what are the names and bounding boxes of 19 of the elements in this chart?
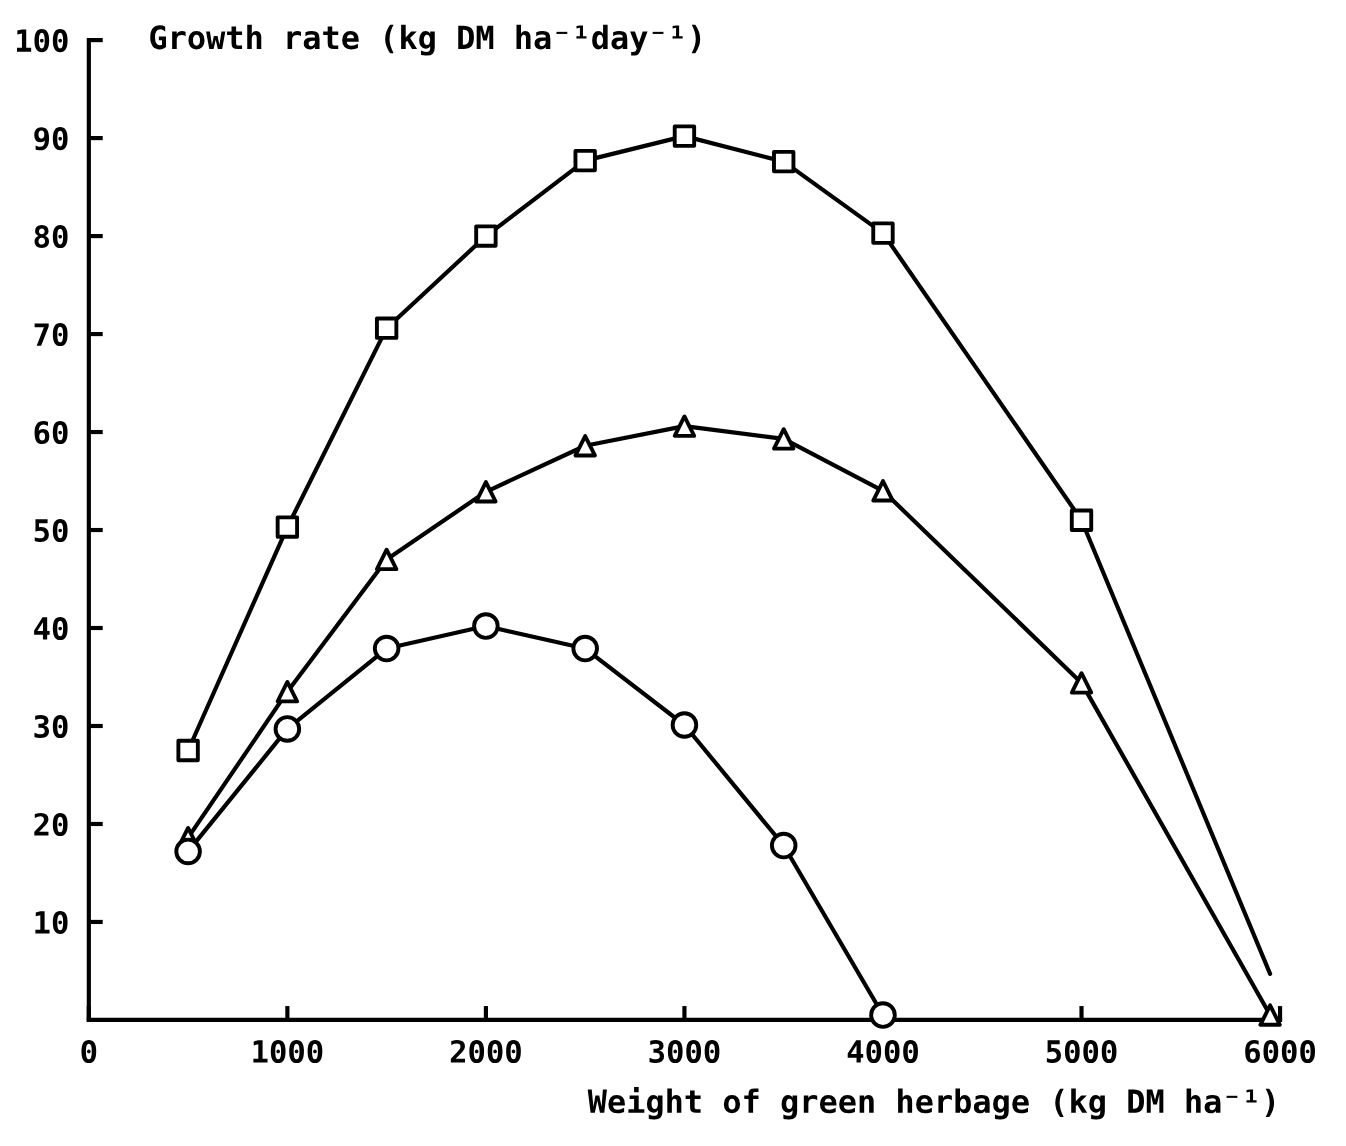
x-tick-label: 1000: [253, 1039, 323, 1064]
y-tick-label: 10: [35, 910, 68, 934]
y-tick-label: 40: [34, 616, 68, 641]
y-axis-title: Growth rate (kg DM ha⁻¹day⁻¹): [150, 24, 701, 56]
x-tick-label: 2000: [450, 1039, 521, 1064]
y-tick-label: 80: [34, 225, 68, 249]
x-tick-label: 5000: [1046, 1039, 1117, 1064]
x-tick-label: 4000: [847, 1039, 918, 1064]
x-axis-title: Weight of green herbage (kg DM ha⁻¹): [587, 1086, 1275, 1120]
y-tick-label: 70: [34, 322, 68, 347]
y-tick-label: 90: [34, 127, 68, 151]
y-tick-label: 60: [34, 420, 68, 445]
y-tick-label: 20: [34, 812, 68, 837]
x-tick-label: 3000: [649, 1039, 720, 1064]
y-tick-label: 50: [34, 518, 68, 543]
x-tick-label: 0: [81, 1039, 97, 1064]
x-tick-label: 6000: [1245, 1039, 1316, 1064]
y-tick-label: 30: [34, 714, 68, 739]
y-tick-label: 100: [17, 29, 68, 53]
